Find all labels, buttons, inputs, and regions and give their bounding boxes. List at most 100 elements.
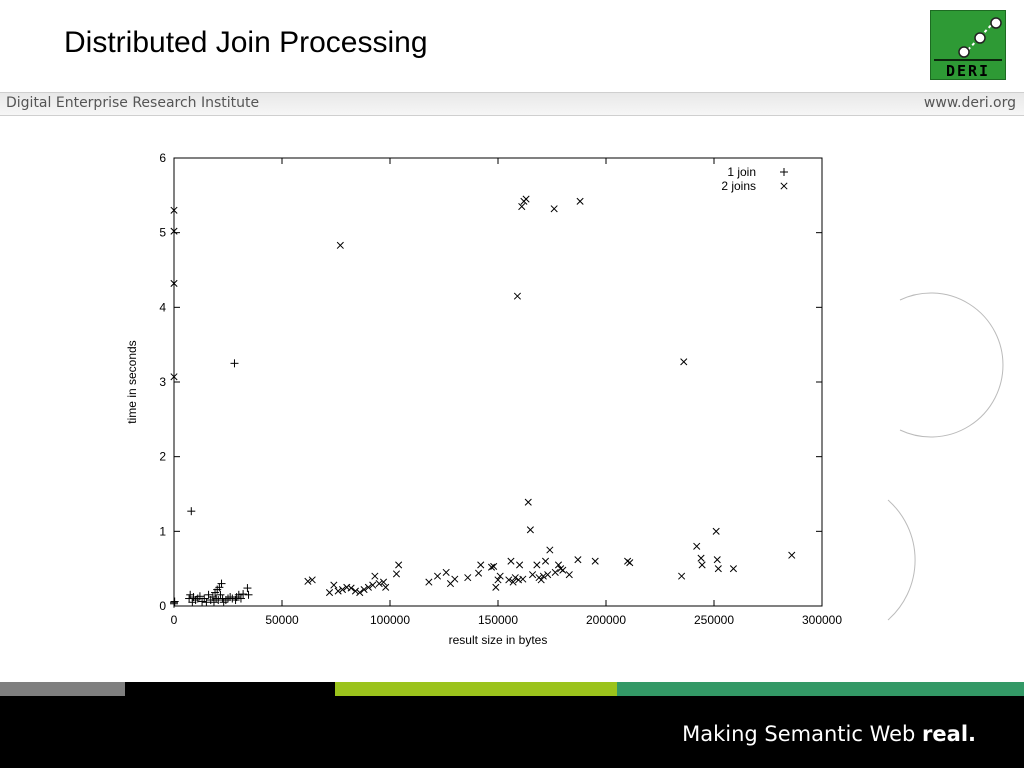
two-joins-point — [375, 580, 383, 588]
x-tick-label: 0 — [171, 613, 178, 627]
two-joins-point — [693, 542, 701, 550]
decorative-arcs — [887, 292, 1004, 621]
y-tick-label: 6 — [159, 151, 166, 165]
two-joins-point — [451, 575, 459, 583]
two-joins-point — [551, 568, 559, 576]
two-joins-point — [526, 526, 534, 534]
two-joins-point — [507, 557, 515, 565]
one-join-point — [209, 598, 218, 607]
two-joins-point — [626, 559, 634, 567]
x-tick-label: 50000 — [265, 613, 299, 627]
two-joins-point — [546, 546, 554, 554]
chart-points — [170, 195, 796, 608]
one-join-point — [195, 592, 204, 601]
y-tick-label: 0 — [159, 599, 166, 613]
two-joins-point — [680, 358, 688, 366]
two-joins-point — [541, 557, 550, 565]
x-tick-label: 300000 — [802, 613, 842, 627]
two-joins-point — [678, 572, 686, 580]
one-join-point — [185, 594, 194, 603]
two-joins-point — [371, 572, 379, 580]
two-joins-point — [511, 574, 519, 582]
two-joins-point — [591, 557, 599, 565]
two-joins-point — [442, 568, 450, 576]
site-url[interactable]: www.deri.org — [923, 95, 1016, 111]
one-join-point — [187, 507, 196, 516]
two-joins-point — [505, 576, 513, 584]
two-joins-point — [356, 589, 364, 597]
x-tick-label: 250000 — [694, 613, 734, 627]
two-joins-point — [576, 197, 584, 205]
deri-logo: DERI — [930, 10, 1006, 80]
slogan-normal: Making Semantic Web — [682, 722, 923, 746]
two-joins-point — [425, 578, 433, 586]
stripe-gray — [0, 682, 125, 696]
two-joins-point — [519, 575, 527, 583]
one-join-point — [243, 584, 252, 593]
one-join-point — [219, 598, 228, 607]
institute-name: Digital Enterprise Research Institute — [6, 95, 260, 111]
two-joins-point — [712, 527, 720, 535]
color-stripe — [0, 682, 1024, 696]
two-joins-point — [334, 587, 342, 595]
two-joins-point — [533, 561, 541, 569]
y-tick-label: 4 — [159, 300, 166, 314]
one-join-point — [239, 590, 248, 599]
two-joins-point — [170, 206, 178, 214]
two-joins-point — [490, 562, 498, 570]
one-join-point — [221, 596, 230, 605]
two-joins-point — [351, 587, 359, 595]
two-joins-point — [518, 202, 526, 211]
one-join-point — [170, 599, 178, 608]
two-joins-point — [392, 570, 401, 578]
x-axis-label: result size in bytes — [449, 633, 548, 647]
y-tick-label: 3 — [159, 375, 166, 389]
legend-label: 2 joins — [721, 179, 756, 193]
stripe-lime — [335, 682, 617, 696]
two-joins-point — [565, 571, 573, 579]
one-join-point — [216, 590, 225, 599]
one-join-point — [204, 590, 213, 599]
one-join-point — [236, 594, 245, 603]
one-join-point — [200, 594, 209, 603]
one-join-point — [170, 597, 179, 606]
x-tick-label: 100000 — [370, 613, 410, 627]
two-joins-point — [364, 583, 372, 591]
two-joins-point — [360, 586, 368, 594]
one-join-point — [217, 579, 226, 588]
plot-frame — [173, 157, 823, 607]
deco-arc — [899, 292, 1004, 438]
one-join-point — [214, 596, 223, 605]
two-joins-point — [788, 551, 796, 559]
two-joins-point — [554, 561, 563, 569]
y-tick-label: 5 — [159, 226, 166, 240]
two-joins-point — [477, 561, 485, 569]
two-joins-point — [524, 498, 532, 506]
two-joins-point — [347, 584, 355, 592]
two-joins-point — [304, 577, 312, 585]
two-joins-point — [550, 205, 558, 213]
two-joins-point — [379, 578, 388, 586]
footer-band: Making Semantic Web real. — [0, 696, 1024, 768]
legend-marker — [780, 168, 788, 176]
legend-label: 1 join — [727, 165, 756, 179]
logo-text: DERI — [946, 62, 990, 80]
one-join-point — [230, 359, 239, 368]
one-join-point — [228, 594, 237, 603]
y-axis-label: time in seconds — [125, 340, 139, 423]
two-joins-point — [170, 227, 178, 235]
two-joins-point — [464, 574, 472, 582]
two-joins-point — [516, 561, 524, 569]
one-join-point — [234, 590, 243, 599]
y-tick-label: 2 — [159, 450, 166, 464]
two-joins-point — [729, 565, 737, 573]
one-join-point — [215, 583, 224, 592]
slogan: Making Semantic Web real. — [682, 722, 976, 746]
two-joins-point — [170, 373, 178, 381]
legend-marker — [780, 182, 788, 190]
two-joins-point — [698, 561, 706, 569]
one-join-point — [244, 590, 253, 599]
two-joins-point — [325, 589, 334, 597]
one-join-point — [191, 596, 200, 605]
